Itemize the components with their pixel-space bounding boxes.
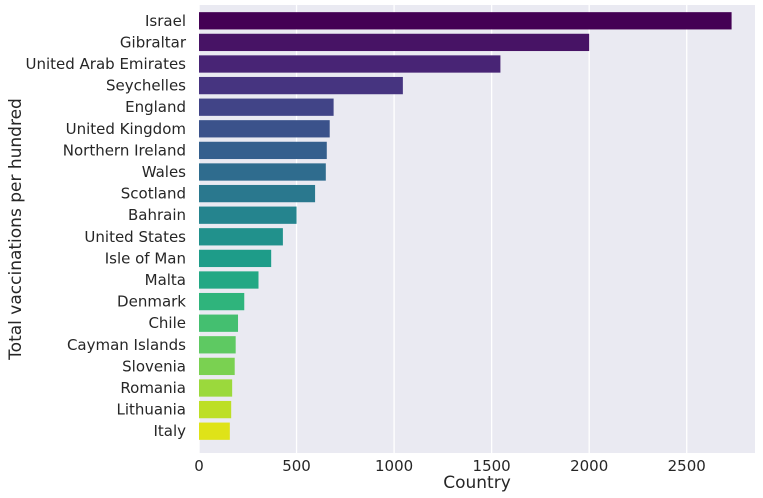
category-label: Malta — [145, 271, 186, 289]
category-label: United States — [84, 228, 186, 246]
bar — [199, 314, 239, 332]
bar — [199, 292, 245, 311]
category-label: Scotland — [121, 185, 186, 203]
category-label: Gibraltar — [120, 33, 187, 51]
x-tick-label: 2000 — [570, 457, 608, 475]
bar — [199, 184, 316, 203]
bar — [199, 76, 403, 95]
category-label: Wales — [142, 163, 186, 181]
y-axis-title: Total vaccinations per hundred — [6, 98, 26, 361]
bar — [199, 400, 232, 419]
category-label: United Arab Emirates — [25, 55, 186, 73]
category-label: United Kingdom — [66, 120, 186, 138]
category-label: Seychelles — [106, 77, 186, 95]
bar — [199, 206, 297, 224]
category-label: Denmark — [117, 293, 186, 311]
category-label: Cayman Islands — [67, 336, 186, 354]
x-tick-label: 500 — [282, 457, 311, 475]
x-tick-label: 0 — [194, 457, 204, 475]
bar — [199, 422, 230, 440]
category-label: Bahrain — [128, 206, 186, 224]
x-tick-label: 1500 — [473, 457, 511, 475]
category-label: Israel — [145, 12, 186, 30]
category-label: Lithuania — [117, 401, 186, 419]
category-label: Chile — [148, 314, 186, 332]
category-label: Slovenia — [122, 357, 186, 375]
bars — [199, 12, 732, 440]
bar — [199, 271, 259, 289]
category-label: Isle of Man — [105, 249, 186, 267]
bar — [199, 379, 233, 397]
bar — [199, 163, 326, 181]
bar — [199, 12, 732, 30]
x-axis-title: Country — [443, 473, 511, 493]
bar — [199, 249, 272, 268]
bar — [199, 141, 327, 160]
bar — [199, 55, 501, 73]
category-label: Northern Ireland — [63, 141, 186, 159]
category-label: Italy — [153, 422, 186, 440]
bar — [199, 228, 283, 246]
bar — [199, 33, 590, 52]
bar — [199, 98, 334, 116]
x-tick-labels: 0 500 1000 1500 2000 2500 — [194, 457, 706, 475]
category-label: England — [125, 98, 186, 116]
bar — [199, 357, 235, 376]
category-label: Romania — [120, 379, 186, 397]
bar — [199, 336, 236, 354]
x-tick-label: 2500 — [668, 457, 706, 475]
category-labels: Israel Gibraltar United Arab Emirates Seych… — [25, 12, 186, 440]
x-tick-label: 1000 — [375, 457, 413, 475]
bar — [199, 120, 330, 138]
